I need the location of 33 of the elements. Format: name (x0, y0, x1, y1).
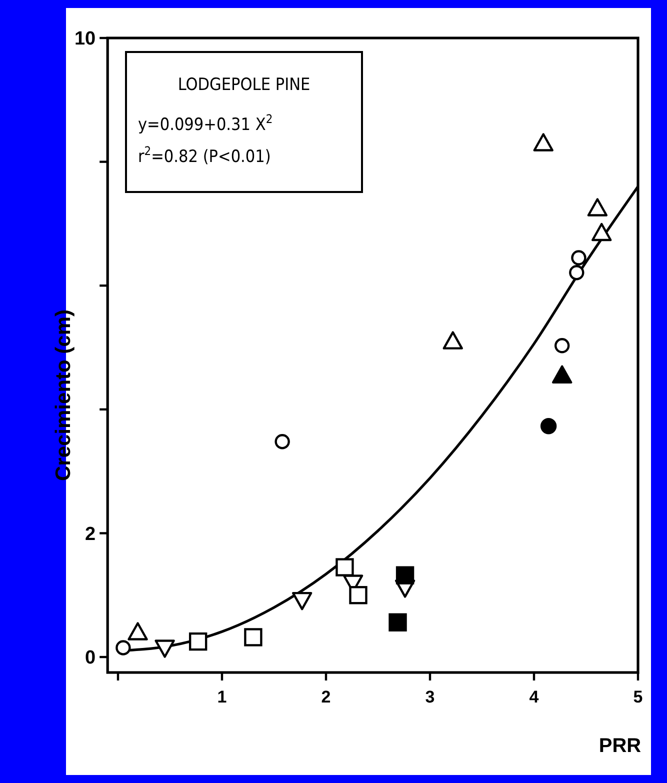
point (244, 628, 262, 646)
y-tick-label: 10 (74, 28, 96, 50)
point (128, 622, 148, 640)
point (552, 365, 572, 384)
point (349, 586, 368, 604)
point (587, 198, 608, 216)
point (188, 632, 208, 651)
point (592, 222, 612, 242)
annotation: LODGEPOLE PINE (178, 75, 310, 95)
x-tick-label: 3 (425, 688, 435, 706)
point (154, 640, 175, 658)
point (554, 338, 570, 354)
y-tick-label: 0 (85, 648, 96, 669)
point (292, 592, 312, 610)
point (116, 640, 131, 656)
x-axis-title: PRR (598, 735, 642, 757)
point (540, 418, 557, 434)
point (388, 613, 407, 632)
x-tick-label: 1 (217, 688, 227, 706)
annotation: y=0.099+0.31 X$^{2}$ (138, 112, 273, 135)
point (442, 331, 463, 350)
point (274, 434, 290, 450)
point (533, 133, 554, 152)
point (336, 558, 354, 576)
point (396, 566, 414, 584)
point (571, 250, 586, 266)
point (569, 265, 584, 280)
x-tick-label: 5 (633, 688, 643, 706)
y-tick-label: 2 (85, 524, 96, 545)
x-tick-label: 2 (321, 688, 331, 706)
x-tick-label: 4 (529, 688, 540, 706)
annotation: r$^{2}$=0.82 (P<0.01) (138, 144, 271, 167)
y-axis-title: Crecimiento (cm) (52, 309, 75, 482)
